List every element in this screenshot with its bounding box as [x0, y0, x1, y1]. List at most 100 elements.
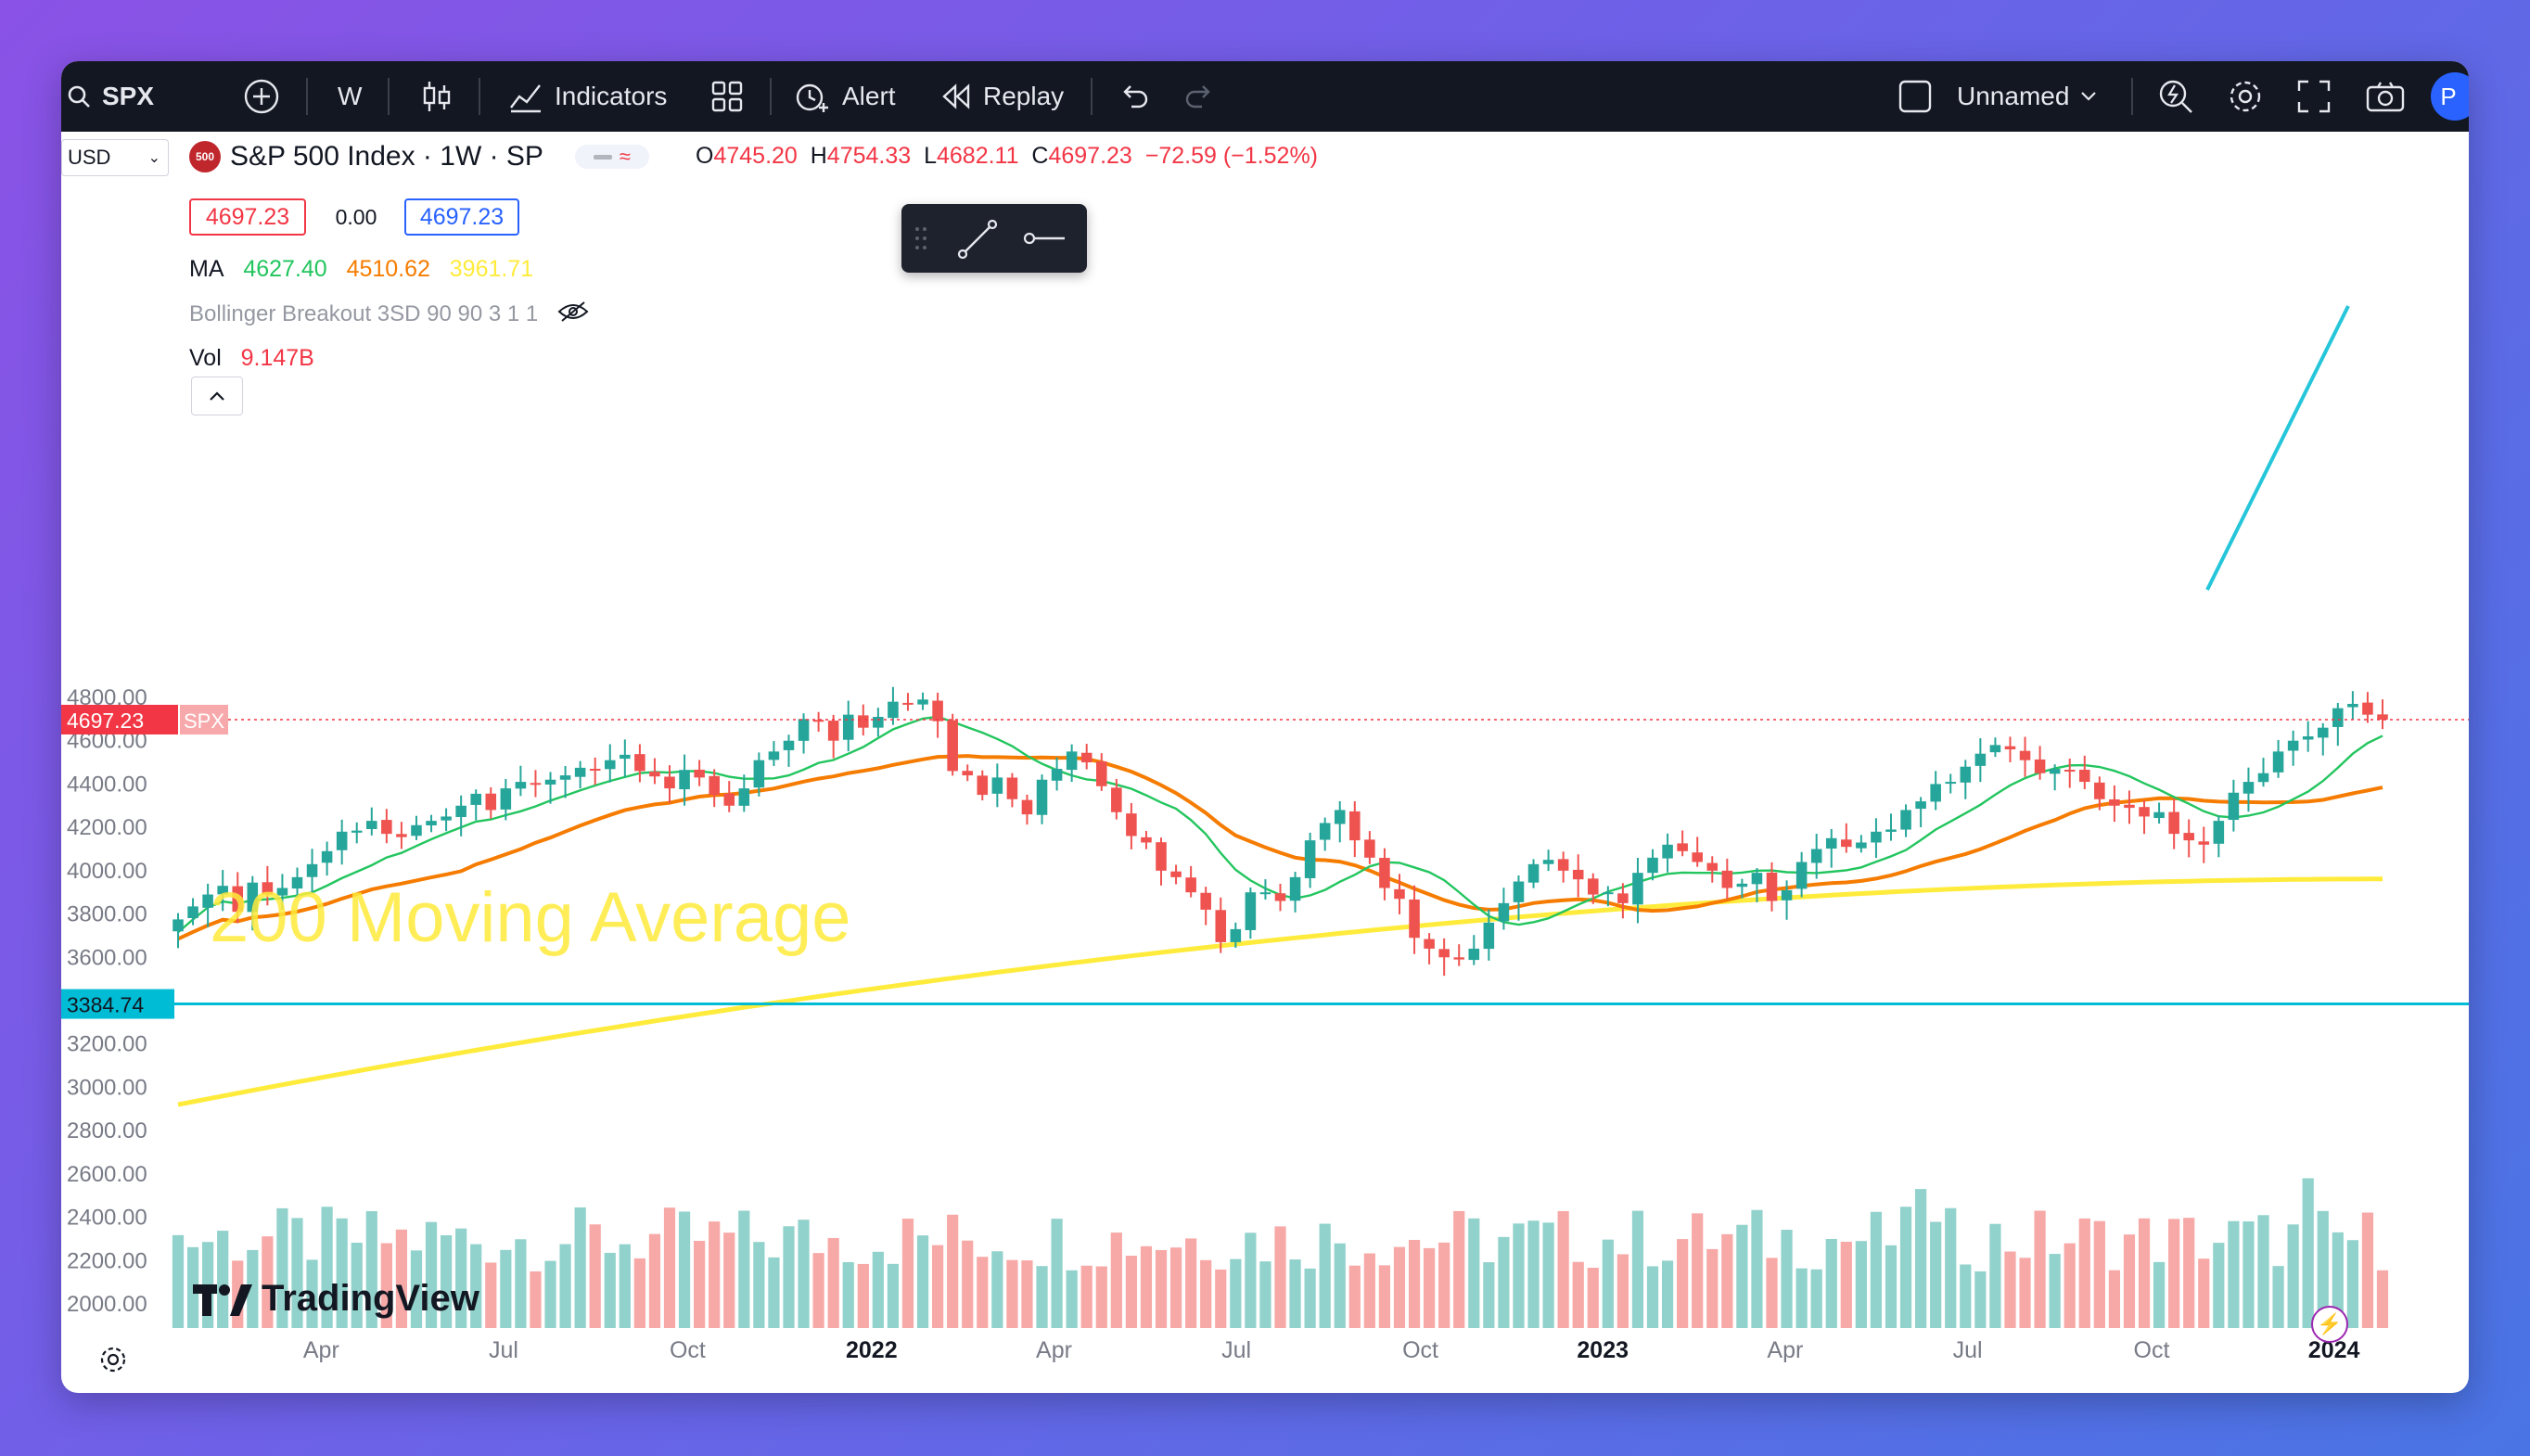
candle-body — [2362, 702, 2373, 715]
candle-body — [1230, 928, 1242, 942]
add-symbol-button[interactable] — [243, 61, 280, 132]
user-avatar[interactable]: P — [2431, 72, 2469, 121]
volume-bar — [2049, 1254, 2061, 1328]
replay-label: Replay — [983, 82, 1065, 110]
volume-bar — [1393, 1246, 1406, 1328]
fullscreen-button[interactable] — [2296, 61, 2332, 132]
redo-button[interactable] — [1183, 61, 1215, 132]
volume-legend[interactable]: Vol 9.147B — [189, 345, 314, 371]
ma20-line — [177, 754, 2383, 941]
volume-bar — [1125, 1256, 1137, 1328]
candle-body — [515, 782, 527, 789]
symbol-search-button[interactable]: SPX — [67, 61, 154, 132]
candle-body — [1900, 810, 1911, 830]
layout-name-button[interactable]: Unnamed — [1898, 61, 2097, 132]
candle-body — [1066, 751, 1078, 771]
symbol-legend[interactable]: 500 S&P 500 Index · 1W · SP ≈ — [189, 141, 649, 172]
candle-body — [827, 721, 839, 741]
candle-body — [1095, 761, 1107, 786]
volume-bar — [1751, 1209, 1763, 1328]
candle-body — [1051, 769, 1063, 781]
candle-body — [306, 863, 318, 877]
snapshot-button[interactable] — [2365, 61, 2406, 132]
undo-button[interactable] — [1118, 61, 1150, 132]
volume-bar — [365, 1211, 377, 1328]
trend-line-tool-icon[interactable] — [955, 217, 1000, 266]
alert-button[interactable]: Alert — [794, 61, 896, 132]
price-chart[interactable]: 2000.00 2200.00 2400.00 2600.00 2800.00 3000.… — [61, 132, 2469, 1393]
volume-bar — [901, 1219, 914, 1328]
legend-toggle[interactable]: ≈ — [574, 145, 649, 169]
candle-body — [1781, 889, 1793, 900]
candle-body — [1945, 782, 1957, 785]
ma-legend[interactable]: MA 4627.40 4510.62 3961.71 — [189, 256, 534, 282]
volume-bar — [931, 1245, 944, 1328]
hidden-eye-icon[interactable] — [557, 300, 589, 329]
candle-body — [858, 715, 869, 728]
volume-bar — [172, 1234, 185, 1328]
candle-body — [1424, 939, 1435, 949]
ohlc-values: O4745.20 H4754.33 L4682.11 C4697.23 −72.… — [696, 143, 1318, 169]
volume-bar — [1899, 1207, 1912, 1328]
candle-body — [1111, 787, 1122, 812]
candle-body — [1989, 745, 2001, 753]
replay-button[interactable]: Replay — [940, 61, 1064, 132]
current-price-tag — [61, 704, 178, 734]
candle-body — [1289, 876, 1301, 901]
volume-bar — [1631, 1210, 1644, 1328]
candle-body — [2257, 773, 2269, 783]
x-tick-label: Oct — [670, 1337, 706, 1363]
currency-select[interactable]: USD ⌄ — [61, 139, 169, 176]
bollinger-legend[interactable]: Bollinger Breakout 3SD 90 90 3 1 1 — [189, 300, 589, 329]
candle-body — [812, 720, 824, 722]
candle-body — [1259, 892, 1271, 895]
indicators-button[interactable]: Indicators — [508, 61, 667, 132]
candle-body — [2034, 759, 2046, 773]
candle-body — [1170, 871, 1182, 877]
candle-body — [1498, 902, 1510, 922]
drag-handle-icon[interactable] — [914, 226, 927, 255]
hline-price-label: 3384.74 — [67, 993, 144, 1017]
interval-button[interactable]: W — [338, 82, 363, 110]
candle-body — [842, 714, 854, 740]
chart-settings-button[interactable] — [98, 1345, 128, 1379]
candle-body — [2049, 769, 2061, 774]
chevron-up-icon — [210, 391, 224, 401]
layouts-button[interactable] — [710, 61, 744, 132]
candle-body — [1587, 878, 1599, 895]
symbol-title: S&P 500 Index · 1W · SP — [230, 141, 543, 172]
candle-body — [1974, 753, 1987, 766]
candle-body — [426, 821, 437, 826]
volume-bar — [1066, 1270, 1078, 1328]
volume-bar — [857, 1263, 869, 1328]
candle-body — [1349, 811, 1361, 841]
candle-body — [694, 769, 705, 778]
candle-body — [620, 754, 631, 760]
y-tick-label: 2200.00 — [67, 1248, 147, 1273]
chart-type-button[interactable] — [421, 61, 453, 132]
settings-button[interactable] — [2226, 61, 2265, 132]
volume-bar — [247, 1249, 259, 1328]
volume-bar — [1230, 1258, 1242, 1328]
volume-bar — [2346, 1240, 2358, 1328]
volume-bar — [619, 1244, 631, 1328]
horizontal-ray-tool-icon[interactable] — [1022, 226, 1067, 255]
volume-bar — [678, 1211, 691, 1328]
volume-bar — [1424, 1247, 1436, 1328]
volume-bar — [1677, 1239, 1689, 1328]
chart-annotation[interactable]: 200 Moving Average — [210, 878, 851, 957]
y-tick-label: 3800.00 — [67, 902, 147, 927]
volume-bar — [500, 1249, 512, 1328]
bolt-icon[interactable]: ⚡ — [2311, 1306, 2348, 1343]
sell-price-button[interactable]: 4697.23 — [189, 198, 306, 236]
candle-body — [2064, 770, 2076, 773]
volume-bar — [515, 1239, 527, 1328]
quick-search-button[interactable] — [2157, 61, 2194, 132]
candle-body — [1319, 823, 1331, 840]
collapse-legend-button[interactable] — [191, 377, 243, 415]
buy-price-button[interactable]: 4697.23 — [404, 198, 519, 236]
tradingview-logo[interactable]: TradingView — [193, 1278, 479, 1320]
volume-bar — [991, 1251, 1003, 1328]
volume-bar — [887, 1263, 900, 1328]
layouts-icon — [710, 80, 744, 113]
